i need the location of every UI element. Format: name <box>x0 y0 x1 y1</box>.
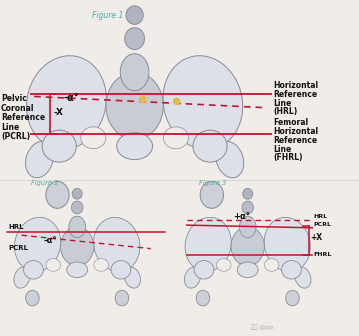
Ellipse shape <box>71 201 83 214</box>
Text: Line: Line <box>1 123 19 131</box>
Text: Line: Line <box>274 99 292 108</box>
Ellipse shape <box>72 188 82 199</box>
Ellipse shape <box>25 141 53 178</box>
Ellipse shape <box>231 227 264 266</box>
Ellipse shape <box>117 133 153 160</box>
Ellipse shape <box>194 260 214 279</box>
Ellipse shape <box>185 217 231 271</box>
Ellipse shape <box>42 130 76 162</box>
Ellipse shape <box>120 54 149 91</box>
Text: Figure 1: Figure 1 <box>92 11 123 20</box>
Ellipse shape <box>125 28 144 50</box>
Text: +α°: +α° <box>233 212 250 221</box>
Text: (PCRL): (PCRL) <box>1 132 30 141</box>
Ellipse shape <box>243 188 253 199</box>
Ellipse shape <box>106 72 163 139</box>
Ellipse shape <box>14 267 30 288</box>
Text: Reference: Reference <box>274 136 318 145</box>
Ellipse shape <box>163 56 243 149</box>
Ellipse shape <box>69 216 85 238</box>
Text: Line: Line <box>274 145 292 154</box>
Ellipse shape <box>193 130 227 162</box>
Ellipse shape <box>281 260 301 279</box>
Ellipse shape <box>216 259 231 271</box>
Text: Reference: Reference <box>274 90 318 99</box>
Ellipse shape <box>196 290 210 306</box>
Text: 知乎 @jzjx: 知乎 @jzjx <box>251 324 274 330</box>
Ellipse shape <box>115 290 129 306</box>
Ellipse shape <box>264 259 279 271</box>
Ellipse shape <box>216 141 244 178</box>
Ellipse shape <box>24 260 43 279</box>
Text: PCRL: PCRL <box>313 222 331 227</box>
Text: Coronal: Coronal <box>1 104 34 113</box>
Text: (FHRL): (FHRL) <box>274 154 303 162</box>
Ellipse shape <box>239 216 256 238</box>
Text: +X: +X <box>310 233 322 242</box>
Ellipse shape <box>81 127 106 149</box>
Ellipse shape <box>46 181 69 208</box>
Text: Figure 3: Figure 3 <box>199 180 227 186</box>
Ellipse shape <box>27 56 106 149</box>
Ellipse shape <box>124 267 140 288</box>
Text: Figure 2: Figure 2 <box>31 180 58 186</box>
Ellipse shape <box>163 127 188 149</box>
Ellipse shape <box>264 217 311 271</box>
Ellipse shape <box>111 260 131 279</box>
Text: HRL: HRL <box>313 214 327 219</box>
Text: -X: -X <box>53 108 63 117</box>
Text: Horizontal: Horizontal <box>274 127 319 136</box>
Text: Femoral: Femoral <box>274 119 309 127</box>
Ellipse shape <box>61 227 94 266</box>
Ellipse shape <box>14 217 61 271</box>
Ellipse shape <box>200 181 223 208</box>
Text: (HRL): (HRL) <box>274 108 298 116</box>
Text: Reference: Reference <box>1 113 45 122</box>
Text: PCRL: PCRL <box>8 245 28 251</box>
Ellipse shape <box>46 259 61 271</box>
Ellipse shape <box>94 217 140 271</box>
Ellipse shape <box>295 267 311 288</box>
Ellipse shape <box>185 267 201 288</box>
Ellipse shape <box>94 259 108 271</box>
Text: FHRL: FHRL <box>313 252 332 257</box>
Text: Pelvic: Pelvic <box>1 94 27 103</box>
Text: HRL: HRL <box>8 224 23 230</box>
Text: -α°: -α° <box>64 93 80 103</box>
Ellipse shape <box>286 290 299 306</box>
Ellipse shape <box>242 201 253 214</box>
Text: -α°: -α° <box>43 236 57 245</box>
Ellipse shape <box>25 290 39 306</box>
Ellipse shape <box>67 262 88 278</box>
Ellipse shape <box>237 262 258 278</box>
Text: Horizontal: Horizontal <box>274 81 319 90</box>
Ellipse shape <box>126 6 143 25</box>
